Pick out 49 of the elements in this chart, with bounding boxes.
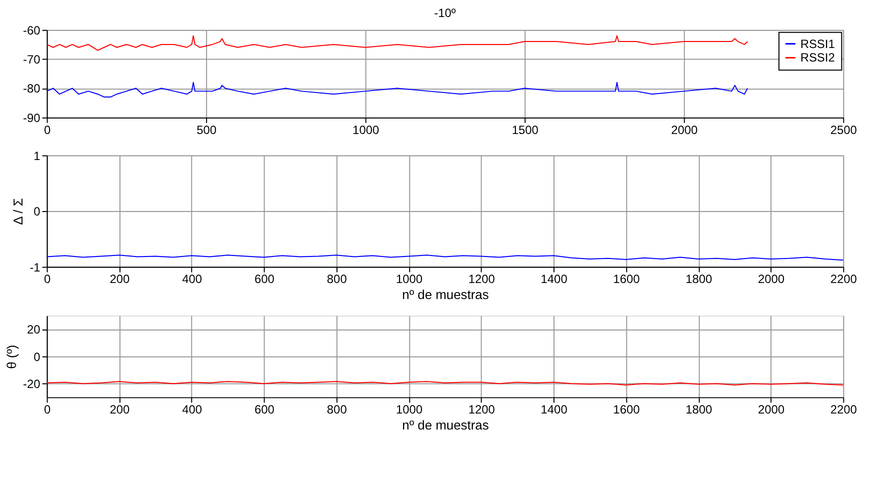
y-tick-label: -1 xyxy=(30,260,41,274)
x-tick-label: 0 xyxy=(44,272,51,286)
chart-title: -10º xyxy=(434,6,456,20)
y-tick-label: 0 xyxy=(34,350,41,364)
x-tick-label: 2500 xyxy=(830,122,858,137)
x-tick-label: 2000 xyxy=(758,272,785,286)
x-tick-label: 500 xyxy=(196,122,217,137)
x-tick-label: 0 xyxy=(44,122,51,137)
x-tick-label: 1800 xyxy=(686,272,712,286)
y-tick-label: 0 xyxy=(34,204,41,219)
x-tick-label: 2200 xyxy=(830,272,858,286)
x-tick-label: 1600 xyxy=(613,272,640,286)
line-series xyxy=(46,82,748,98)
x-tick-label: 2000 xyxy=(671,122,698,137)
x-tick-label: 0 xyxy=(44,402,51,417)
y-tick-label: -70 xyxy=(23,52,41,67)
x-tick-label: 800 xyxy=(326,272,348,286)
x-tick-label: 1000 xyxy=(396,272,423,286)
x-tick-label: 1400 xyxy=(540,402,568,417)
x-tick-label: 400 xyxy=(182,272,202,286)
x-tick-label: 2000 xyxy=(758,402,785,417)
y-tick-label: -60 xyxy=(23,23,41,38)
x-axis-title: nº de muestras xyxy=(402,418,489,433)
x-tick-label: 1400 xyxy=(540,272,568,286)
x-tick-label: 400 xyxy=(182,402,202,417)
y-tick-label: 1 xyxy=(34,148,41,163)
line-series xyxy=(46,35,748,51)
x-tick-label: 200 xyxy=(110,402,130,417)
legend-label: RSSI2 xyxy=(800,50,836,65)
x-tick-label: 1200 xyxy=(468,402,496,417)
legend-label: RSSI1 xyxy=(800,36,836,51)
x-tick-label: 1800 xyxy=(686,402,712,417)
y-tick-label: -90 xyxy=(23,110,41,125)
x-tick-label: 1000 xyxy=(352,122,380,137)
y-tick-label: 20 xyxy=(27,322,41,337)
y-axis-title: Δ / Σ xyxy=(10,198,26,225)
x-axis-title: nº de muestras xyxy=(402,287,489,302)
x-tick-label: 1500 xyxy=(512,122,539,137)
y-axis-title: θ (º) xyxy=(4,344,20,369)
y-tick-label: -20 xyxy=(23,377,41,392)
x-tick-label: 1000 xyxy=(396,402,423,417)
x-tick-label: 2200 xyxy=(830,402,858,417)
x-tick-label: 800 xyxy=(326,402,348,417)
x-tick-label: 1200 xyxy=(468,272,496,286)
x-tick-label: 600 xyxy=(254,272,275,286)
x-tick-label: 200 xyxy=(110,272,130,286)
x-tick-label: 1600 xyxy=(613,402,640,417)
x-tick-label: 600 xyxy=(254,402,275,417)
y-tick-label: -80 xyxy=(23,82,41,96)
